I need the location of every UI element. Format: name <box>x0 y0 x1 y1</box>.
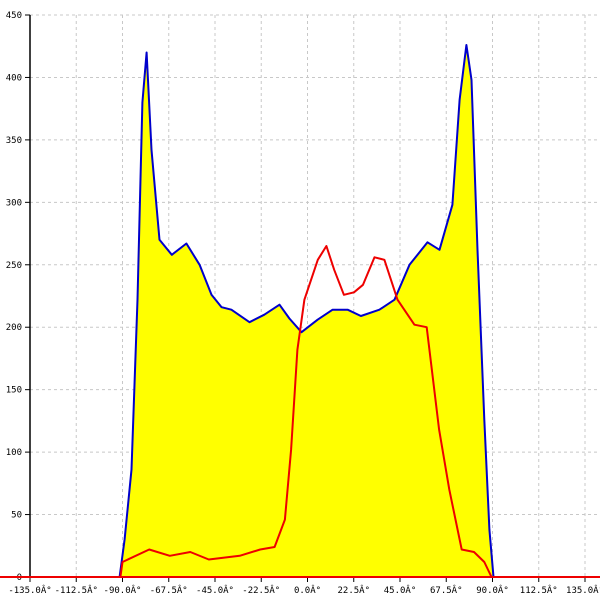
x-tick-label: 0.0Â° <box>294 584 321 596</box>
y-tick-label: 450 <box>6 11 22 21</box>
y-tick-label: 300 <box>6 198 22 208</box>
x-tick-label: -67.5Â° <box>150 584 188 596</box>
y-tick-label: 100 <box>6 448 22 458</box>
x-tick-label: 112.5Â° <box>520 584 558 596</box>
x-tick-label: 135.0Â° <box>566 584 600 596</box>
x-tick-label: -135.0Â° <box>8 584 51 596</box>
series-layer <box>30 44 585 578</box>
x-tick-label: -90.0Â° <box>104 584 142 596</box>
series-0-area <box>119 45 494 577</box>
y-tick-label: 400 <box>6 73 22 83</box>
x-tick-label: 90.0Â° <box>476 584 509 596</box>
y-tick-label: 50 <box>11 511 22 521</box>
x-tick-label: 22.5Â° <box>337 584 370 596</box>
axes: -135.0Â° -112.5Â° -90.0Â° -67.5Â° -45.0Â° -22… <box>0 11 600 596</box>
y-tick-label: 250 <box>6 261 22 271</box>
x-tick-label: 45.0Â° <box>384 584 417 596</box>
y-tick-label: 200 <box>6 323 22 333</box>
x-tick-label: -112.5Â° <box>55 584 98 596</box>
x-tick-label: -22.5Â° <box>242 584 280 596</box>
series-0-line <box>118 44 495 578</box>
series-1-line <box>30 245 585 578</box>
y-tick-label: 350 <box>6 136 22 146</box>
y-tick-label: 150 <box>6 386 22 396</box>
x-tick-label: -45.0Â° <box>196 584 234 596</box>
x-tick-label: 67.5Â° <box>430 584 463 596</box>
